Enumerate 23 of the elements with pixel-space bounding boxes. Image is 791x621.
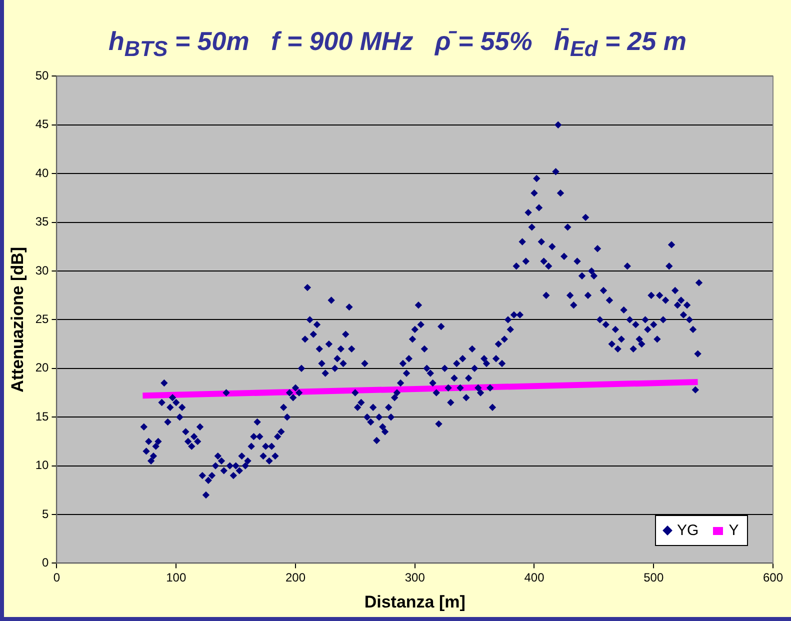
y-tick-label: 10 (35, 458, 50, 472)
y-tick-label: 5 (42, 506, 50, 521)
y-tick-label: 50 (35, 68, 50, 83)
x-tick-label: 100 (166, 570, 186, 585)
x-tick-label: 400 (524, 570, 545, 585)
y-tick-label: 35 (35, 214, 50, 229)
x-tick-label: 300 (404, 570, 426, 585)
y-tick-label: 15 (35, 409, 50, 424)
legend-label: YG (677, 522, 699, 540)
y-tick-label: 0 (42, 556, 50, 570)
y-axis-title: Attenuazione [dB] (8, 246, 27, 392)
legend-label: Y (728, 522, 739, 540)
y-tick-label: 30 (35, 263, 50, 278)
y-tick-label: 20 (35, 360, 50, 375)
x-axis-title: Distanza [m] (364, 592, 466, 612)
chart-title: h$_{BTS}$ = 50m f = 900 MHz ρ̄ = 55% h̄$_{Ed}$ = 25 m (107, 26, 688, 62)
x-tick-label: 0 (53, 570, 60, 585)
y-tick-label: 45 (35, 117, 50, 132)
y-tick-label: 25 (35, 312, 50, 326)
x-tick-label: 500 (644, 570, 664, 585)
x-tick-label: 600 (762, 570, 784, 585)
x-tick-label: 200 (285, 570, 306, 585)
y-tick-label: 40 (35, 166, 50, 180)
